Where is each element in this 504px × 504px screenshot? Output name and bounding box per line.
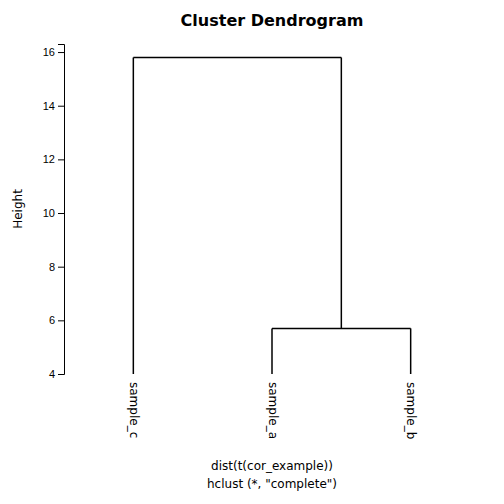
y-tick-label: 10 bbox=[43, 207, 55, 219]
y-tick-mark bbox=[58, 52, 64, 53]
branch-line bbox=[133, 57, 135, 374]
y-tick: 4 bbox=[49, 368, 64, 380]
branch-line bbox=[410, 328, 412, 374]
y-tick-label: 6 bbox=[49, 314, 55, 326]
leaf-label: sample_c bbox=[127, 382, 141, 438]
y-axis-title: Height bbox=[11, 189, 25, 229]
y-tick-label: 4 bbox=[49, 368, 55, 380]
y-tick-mark bbox=[58, 374, 64, 375]
y-tick-label: 16 bbox=[43, 46, 55, 58]
y-tick-mark bbox=[58, 320, 64, 321]
plot: 4 6 8 10 12 14 16 sample_c sample_a sample_b bbox=[43, 45, 418, 440]
title: Cluster Dendrogram bbox=[181, 11, 364, 30]
branch-line bbox=[271, 328, 273, 374]
y-tick-label: 14 bbox=[43, 100, 55, 112]
y-tick: 12 bbox=[43, 153, 64, 165]
x-axis-title: hclust (*, "complete") bbox=[207, 477, 337, 491]
y-tick: 10 bbox=[43, 207, 64, 219]
y-tick-mark bbox=[58, 106, 64, 107]
y-tick: 6 bbox=[49, 314, 64, 326]
y-tick: 16 bbox=[43, 46, 64, 58]
y-tick: 14 bbox=[43, 100, 64, 112]
y-axis: 4 6 8 10 12 14 16 bbox=[43, 45, 65, 381]
y-tick: 8 bbox=[49, 261, 64, 273]
leaf-label: sample_a bbox=[266, 382, 280, 439]
y-tick-label: 8 bbox=[49, 261, 55, 273]
y-tick-mark bbox=[58, 267, 64, 268]
leaf-label: sample_b bbox=[404, 382, 418, 439]
leaf-labels: sample_c sample_a sample_b bbox=[127, 382, 418, 439]
x-axis-title: dist(t(cor_example)) bbox=[211, 459, 333, 473]
merge-line bbox=[133, 57, 341, 59]
y-axis-line bbox=[58, 45, 65, 375]
y-tick-mark bbox=[58, 213, 64, 214]
dendrogram-lines bbox=[133, 57, 410, 374]
y-tick-mark bbox=[58, 159, 64, 160]
y-tick-label: 12 bbox=[43, 153, 55, 165]
branch-line bbox=[341, 57, 343, 328]
chart: 4 6 8 10 12 14 16 sample_c sample_a sample_b Clust… bbox=[0, 0, 504, 504]
